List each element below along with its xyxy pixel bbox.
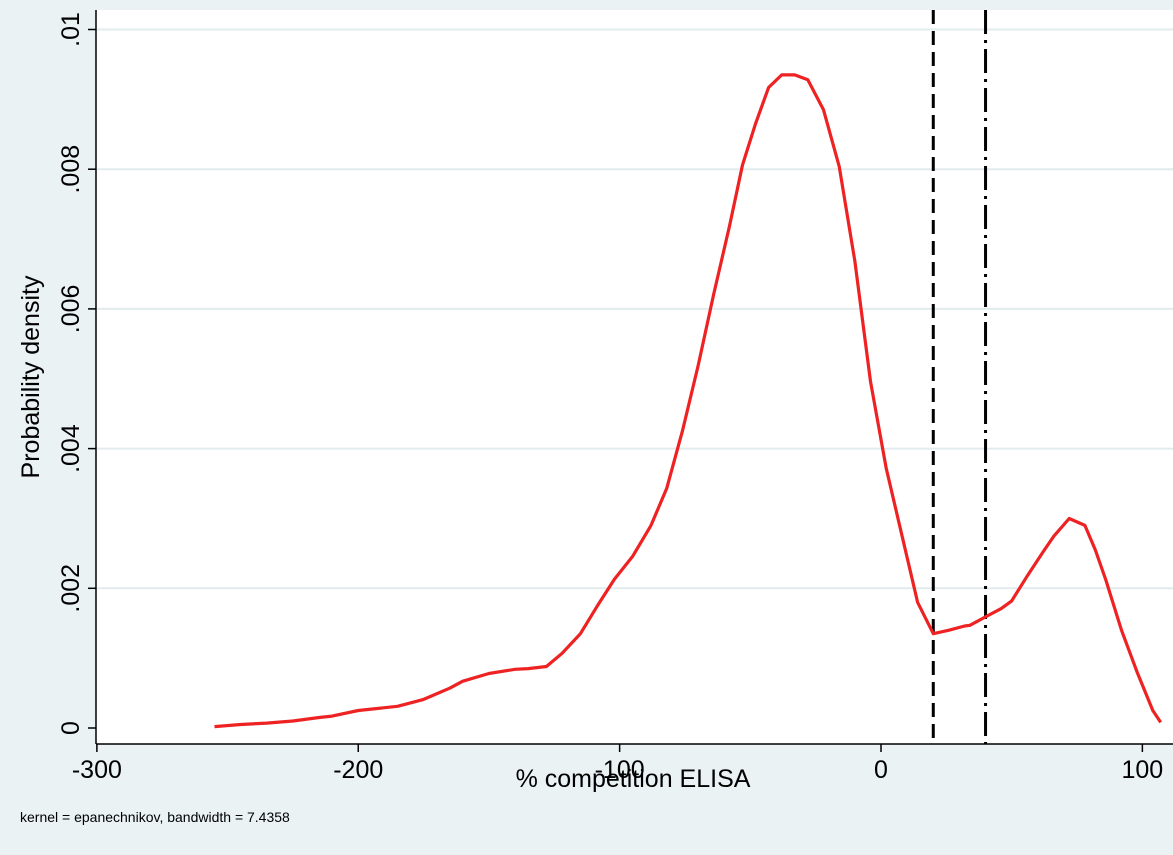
x-tick-label: -100 xyxy=(595,756,645,784)
x-axis-ticks: -300 -200 -100 0 100 xyxy=(72,744,1163,784)
y-tick-label: .006 xyxy=(57,285,85,334)
x-tick-label: 100 xyxy=(1122,756,1164,784)
x-tick-label: -300 xyxy=(72,756,122,784)
y-tick-label: .008 xyxy=(57,145,85,194)
x-axis-title: % competition ELISA xyxy=(516,765,751,793)
plot-area xyxy=(96,10,1173,744)
density-line xyxy=(214,73,1163,729)
y-axis-title: Probability density xyxy=(17,275,45,478)
kernel-note: kernel = epanechnikov, bandwidth = 7.435… xyxy=(20,809,290,825)
y-axis-ticks: 0 .002 .004 .006 .008 .01 xyxy=(57,12,96,735)
x-tick-label: 0 xyxy=(874,756,888,784)
gridlines xyxy=(97,28,1173,590)
reference-lines xyxy=(931,10,988,744)
y-tick-label: .004 xyxy=(57,424,85,473)
y-tick-label: .01 xyxy=(57,12,85,47)
y-tick-label: .002 xyxy=(57,564,85,613)
y-tick-label: 0 xyxy=(57,721,85,735)
x-tick-label: -200 xyxy=(333,756,383,784)
